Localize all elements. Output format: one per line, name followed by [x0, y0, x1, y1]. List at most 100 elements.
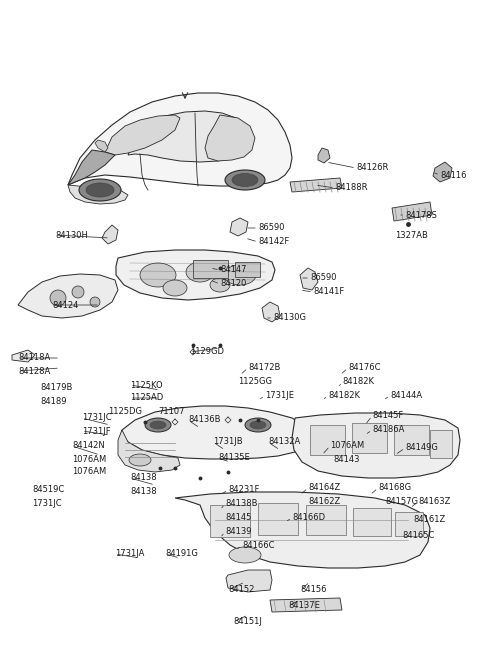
Ellipse shape — [186, 262, 214, 282]
Text: 84138B: 84138B — [225, 500, 257, 508]
Text: 84136B: 84136B — [188, 415, 220, 424]
Bar — [352, 423, 387, 453]
Text: 1129GD: 1129GD — [190, 348, 224, 356]
Text: 1731JA: 1731JA — [115, 550, 144, 559]
Text: 84118A: 84118A — [18, 354, 50, 362]
Text: 84166C: 84166C — [242, 542, 275, 550]
Text: 84130H: 84130H — [55, 231, 88, 240]
Text: 84142N: 84142N — [72, 441, 105, 451]
Text: 84179B: 84179B — [40, 383, 72, 392]
Text: 84144A: 84144A — [390, 392, 422, 400]
Polygon shape — [102, 225, 118, 244]
Polygon shape — [18, 274, 118, 318]
Text: 84172B: 84172B — [248, 364, 280, 373]
Polygon shape — [226, 570, 272, 592]
Ellipse shape — [245, 418, 271, 432]
Polygon shape — [318, 148, 330, 163]
Text: 1125DG: 1125DG — [108, 407, 142, 417]
Text: 86590: 86590 — [258, 223, 285, 233]
Text: 84162Z: 84162Z — [308, 498, 340, 506]
Text: 1327AB: 1327AB — [395, 231, 428, 240]
Text: 84156: 84156 — [300, 586, 326, 595]
Ellipse shape — [140, 263, 176, 287]
Text: 84130G: 84130G — [273, 314, 306, 322]
Circle shape — [72, 286, 84, 298]
Bar — [306, 505, 346, 535]
Text: 84182K: 84182K — [328, 392, 360, 400]
Polygon shape — [128, 111, 250, 162]
Polygon shape — [300, 268, 318, 290]
Text: 84147: 84147 — [220, 265, 247, 274]
Bar — [310, 425, 345, 455]
Text: 1731JC: 1731JC — [82, 413, 112, 422]
Text: 84164Z: 84164Z — [308, 483, 340, 493]
Bar — [210, 505, 250, 537]
Bar — [394, 425, 429, 455]
Bar — [193, 260, 228, 278]
Ellipse shape — [229, 547, 261, 563]
Text: 84120: 84120 — [220, 280, 246, 288]
Ellipse shape — [224, 265, 256, 285]
Text: 1731JB: 1731JB — [213, 438, 242, 447]
Ellipse shape — [86, 183, 114, 197]
Ellipse shape — [250, 421, 266, 429]
Text: 84137E: 84137E — [288, 601, 320, 610]
Text: 84163Z: 84163Z — [418, 498, 450, 506]
Ellipse shape — [145, 418, 171, 432]
Polygon shape — [205, 115, 255, 161]
Polygon shape — [68, 185, 128, 204]
Text: 84151J: 84151J — [233, 618, 262, 626]
Polygon shape — [433, 162, 452, 182]
Text: 1125GG: 1125GG — [238, 377, 272, 386]
Ellipse shape — [225, 170, 265, 190]
Text: 84128A: 84128A — [18, 367, 50, 375]
Text: 84152: 84152 — [228, 586, 254, 595]
Ellipse shape — [163, 280, 187, 296]
Text: 84182K: 84182K — [342, 377, 374, 386]
Text: 84143: 84143 — [333, 455, 360, 464]
Polygon shape — [68, 150, 115, 185]
Text: 84178S: 84178S — [405, 210, 437, 219]
Text: 1125KO: 1125KO — [130, 381, 163, 390]
Polygon shape — [270, 598, 342, 612]
Ellipse shape — [232, 174, 258, 187]
Polygon shape — [392, 202, 432, 221]
Text: 84116: 84116 — [440, 170, 467, 179]
Text: 86590: 86590 — [310, 274, 336, 282]
Text: 84186A: 84186A — [372, 426, 404, 434]
Text: 84189: 84189 — [40, 396, 67, 405]
Text: 1076AM: 1076AM — [72, 455, 106, 464]
Polygon shape — [116, 250, 275, 300]
Polygon shape — [230, 218, 248, 236]
Circle shape — [50, 290, 66, 306]
Text: 1731JF: 1731JF — [82, 426, 110, 436]
Text: 84135E: 84135E — [218, 453, 250, 462]
Text: 84138: 84138 — [130, 487, 156, 496]
Text: 84231F: 84231F — [228, 485, 259, 495]
Text: 1076AM: 1076AM — [330, 441, 364, 451]
Circle shape — [90, 297, 100, 307]
Polygon shape — [292, 413, 460, 478]
Text: 1731JC: 1731JC — [32, 500, 61, 508]
Text: 84149G: 84149G — [405, 443, 438, 453]
Polygon shape — [290, 178, 342, 192]
Text: 1125AD: 1125AD — [130, 394, 163, 403]
Text: 84145F: 84145F — [372, 411, 403, 421]
Text: 84165C: 84165C — [402, 531, 434, 540]
Bar — [353, 508, 391, 536]
Bar — [430, 430, 452, 458]
Text: 84191G: 84191G — [165, 550, 198, 559]
Text: 84142F: 84142F — [258, 238, 289, 246]
Text: 84126R: 84126R — [356, 164, 388, 172]
Ellipse shape — [150, 421, 166, 429]
Polygon shape — [118, 430, 180, 472]
Ellipse shape — [129, 454, 151, 466]
Bar — [258, 503, 298, 535]
Text: 84166D: 84166D — [292, 514, 325, 523]
Polygon shape — [121, 406, 308, 459]
Text: 1076AM: 1076AM — [72, 468, 106, 476]
Text: 84145: 84145 — [225, 514, 252, 523]
Text: 84124: 84124 — [52, 301, 78, 310]
Text: 1731JE: 1731JE — [265, 392, 294, 400]
Polygon shape — [175, 492, 430, 568]
